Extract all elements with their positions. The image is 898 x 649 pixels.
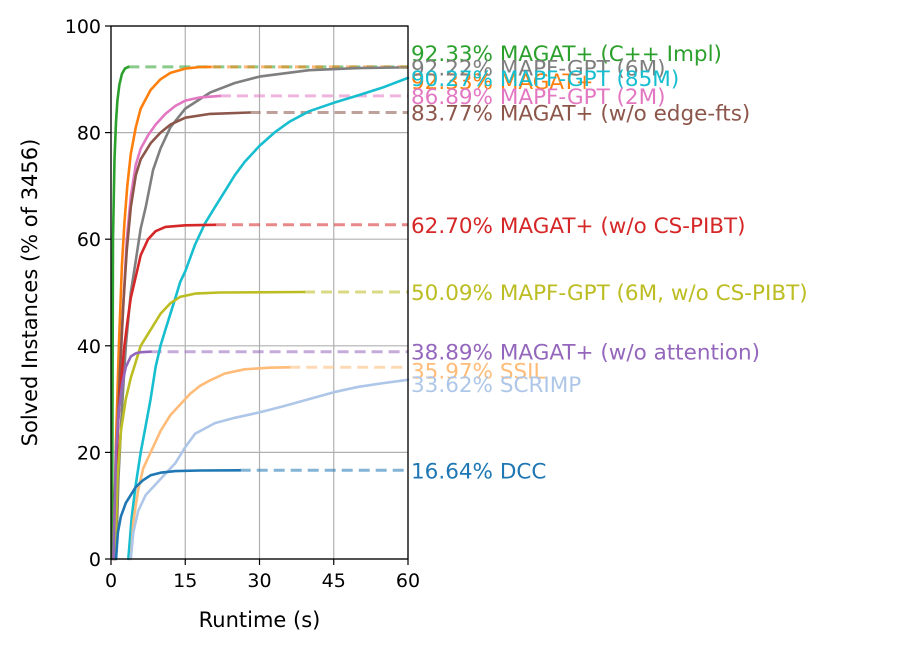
series-label-magat-w-o-attention: 38.89% MAGAT+ (w/o attention) — [411, 341, 760, 366]
series-line-magat-w-o-attention — [112, 350, 152, 561]
x-tick-label: 0 — [105, 570, 117, 592]
series-line-magat-w-o-edge-fts — [113, 111, 251, 561]
x-tick-label: 45 — [322, 570, 346, 592]
series-label-mapf-gpt-85m: 90.27% MAPF-GPT (85M) — [411, 67, 679, 92]
x-tick-label: 60 — [396, 570, 420, 592]
x-tick-label: 30 — [247, 570, 271, 592]
series-label-mapf-gpt-6m: 92.22% MAPF-GPT (6M) — [411, 56, 666, 81]
series-label-magat-w-o-edge-fts: 83.77% MAGAT+ (w/o edge-fts) — [411, 102, 750, 127]
series-line-mapf-gpt-6m — [114, 66, 400, 561]
y-tick-label: 0 — [89, 549, 101, 571]
x-axis-title: Runtime (s) — [199, 608, 321, 632]
series-label-dcc: 16.64% DCC — [411, 459, 546, 484]
y-tick-label: 60 — [77, 229, 101, 251]
series-label-mapf-gpt-2m: 86.89% MAPF-GPT (2M) — [411, 85, 666, 110]
extension-lines — [128, 65, 408, 472]
y-tick-label: 100 — [65, 16, 101, 38]
axis-ticks: 0 15 30 45 60 0 20 40 60 80 100 — [65, 16, 420, 592]
y-tick-label: 40 — [77, 336, 101, 358]
x-tick-label: 15 — [173, 570, 197, 592]
series-lines — [110, 65, 410, 561]
series-label-mapf-gpt-6m-w-o-cs-pibt: 50.09% MAPF-GPT (6M, w/o CS-PIBT) — [411, 281, 808, 306]
y-tick-label: 20 — [77, 442, 101, 464]
series-line-mapf-gpt-85m — [127, 76, 410, 561]
y-axis-title: Solved Instances (% of 3456) — [18, 139, 42, 447]
series-label-ssil: 35.97% SSIL — [411, 359, 545, 384]
series-line-dcc — [114, 468, 241, 561]
series-line-scrimp — [129, 378, 410, 561]
series-label-magat-w-o-cs-pibt: 62.70% MAGAT+ (w/o CS-PIBT) — [411, 214, 746, 239]
series-end-labels: 92.33% MAGAT+ (C++ Impl) 92.33% MAGAT+92.… — [411, 42, 808, 484]
series-label-scrimp: 33.62% SCRIMP — [411, 373, 581, 398]
series-line-mapf-gpt-6m-w-o-cs-pibt — [113, 290, 306, 561]
series-line-magat-c-impl — [110, 65, 130, 561]
series-label-magat-c-impl: 92.33% MAGAT+ (C++ Impl) — [411, 42, 722, 67]
series-line-magat — [112, 65, 212, 561]
y-tick-label: 80 — [77, 123, 101, 145]
series-label-magat: 92.33% MAGAT+ — [411, 70, 594, 95]
